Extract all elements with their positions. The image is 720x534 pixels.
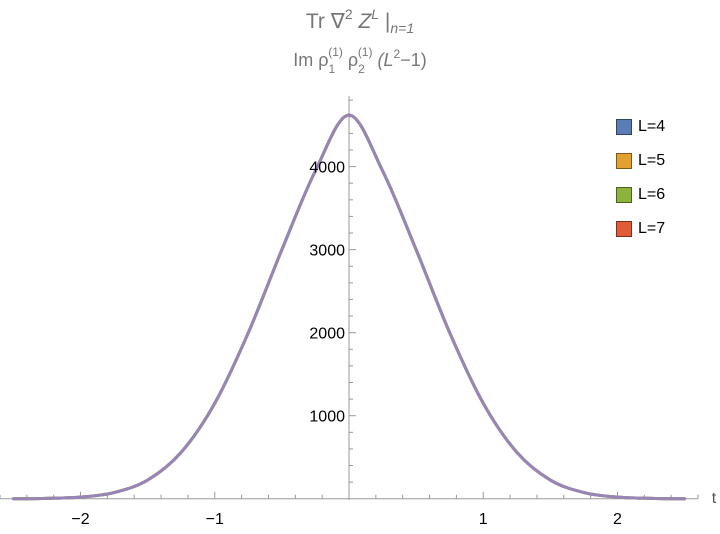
x-tick-label: 1 (479, 511, 488, 528)
tick-labels: −2 −1 1 2 1000 2000 3000 4000 (71, 160, 622, 528)
y-tick-label: 3000 (309, 243, 345, 260)
title-sup: L (371, 6, 379, 22)
legend-item: L=5 (616, 144, 665, 178)
subtitle-sup: (1) (328, 45, 343, 59)
legend-label: L=7 (638, 220, 666, 237)
legend-swatch (616, 119, 632, 135)
y-tick-label: 2000 (309, 326, 345, 343)
title-text: | (379, 10, 390, 33)
svg-text:Im ρ1(1) ρ2(1) (L2−1): Im ρ1(1) ρ2(1) (L2−1) (293, 45, 426, 76)
title-text: Tr ∇ (306, 10, 346, 33)
legend-item: L=4 (616, 110, 665, 144)
legend-label: L=5 (638, 152, 666, 169)
subtitle-text: ρ (343, 50, 358, 70)
x-axis-label: t (712, 490, 717, 507)
legend-swatch (616, 221, 632, 237)
subtitle-text: (L (372, 50, 393, 70)
chart-title-line-1: Tr ∇2 ZL |n=1 (0, 2, 720, 42)
title-sup: 2 (345, 6, 353, 22)
legend-item: L=6 (616, 178, 665, 212)
y-tick-label: 4000 (309, 160, 345, 177)
x-tick-label: −2 (71, 511, 89, 528)
x-tick-label: 2 (613, 511, 622, 528)
subtitle-sup: (1) (358, 45, 373, 59)
subtitle-text: −1) (400, 50, 427, 70)
subtitle-sub: 1 (329, 62, 336, 76)
subtitle-sup: 2 (394, 47, 401, 61)
series-group (11, 113, 687, 501)
legend: L=4 L=5 L=6 L=7 (616, 110, 665, 246)
legend-label: L=4 (638, 118, 666, 135)
chart-title-line-2: Im ρ1(1) ρ2(1) (L2−1) (0, 42, 720, 78)
legend-label: L=6 (638, 186, 666, 203)
x-tick-label: −1 (206, 511, 224, 528)
title-text: Z (353, 10, 373, 33)
legend-swatch (616, 187, 632, 203)
y-tick-label: 1000 (309, 409, 345, 426)
subtitle-sub: 2 (358, 62, 365, 76)
legend-swatch (616, 153, 632, 169)
title-sub: n=1 (390, 20, 414, 36)
legend-item: L=7 (616, 212, 665, 246)
series-line-l-7 (11, 113, 687, 501)
subtitle-text: Im ρ (293, 50, 328, 70)
svg-text:Tr ∇2 ZL |n=1: Tr ∇2 ZL |n=1 (306, 6, 414, 36)
